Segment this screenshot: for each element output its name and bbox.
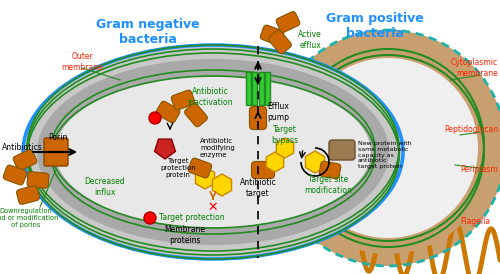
Ellipse shape [55,77,371,227]
FancyBboxPatch shape [4,165,26,185]
Text: Active
efflux: Active efflux [298,30,322,50]
Bar [264,72,270,105]
Text: Target site
modification: Target site modification [304,175,352,195]
Text: Outer
membrane: Outer membrane [61,52,103,72]
FancyBboxPatch shape [27,172,49,188]
FancyBboxPatch shape [188,158,212,178]
Text: Antibiotics: Antibiotics [2,142,42,152]
Text: Peptidoglycan: Peptidoglycan [444,125,498,135]
Polygon shape [196,167,214,189]
FancyBboxPatch shape [268,30,291,54]
Bar [252,72,256,105]
Circle shape [149,112,161,124]
Text: Porin: Porin [48,133,68,142]
Ellipse shape [282,42,494,254]
Text: Decreased
influx: Decreased influx [84,177,126,197]
Ellipse shape [298,58,478,238]
Ellipse shape [23,45,403,259]
Text: Downregulation
and or modification
of porins: Downregulation and or modification of po… [0,208,58,228]
FancyBboxPatch shape [172,90,194,110]
Text: Periplasm: Periplasm [460,165,498,175]
Text: New protein with
same metabolic
capacity as
antibiotic
target protein: New protein with same metabolic capacity… [358,141,412,169]
FancyBboxPatch shape [252,161,274,179]
Circle shape [144,212,156,224]
Polygon shape [154,139,176,159]
Text: Antibiotic
modifying
enzyme: Antibiotic modifying enzyme [200,138,235,158]
Text: Antibiotic
inactivation: Antibiotic inactivation [187,87,233,107]
FancyBboxPatch shape [250,107,266,130]
Polygon shape [212,174,232,196]
Text: Gram negative
bacteria: Gram negative bacteria [96,18,200,46]
Text: Efflux
pump: Efflux pump [267,102,289,122]
Text: Cytoplasmic
membrane: Cytoplasmic membrane [451,58,498,78]
Text: Membrane
proteins: Membrane proteins [164,225,205,245]
FancyBboxPatch shape [320,161,340,179]
Ellipse shape [270,30,500,266]
FancyBboxPatch shape [44,138,68,166]
FancyBboxPatch shape [260,25,283,45]
Bar [258,72,264,105]
FancyBboxPatch shape [156,101,180,123]
Text: Target protection: Target protection [159,213,225,222]
Bar [246,72,250,105]
Text: Flagella: Flagella [460,218,490,227]
Text: Target
bypass: Target bypass [272,125,298,145]
FancyBboxPatch shape [13,150,37,170]
FancyBboxPatch shape [276,12,300,32]
Text: Antibiotic
target: Antibiotic target [240,178,277,198]
Text: Target
protection
protein: Target protection protein [160,158,196,178]
Polygon shape [306,151,324,173]
FancyBboxPatch shape [184,103,208,127]
Text: Gram positive
bacteria: Gram positive bacteria [326,12,424,40]
Ellipse shape [37,59,389,245]
Polygon shape [266,152,283,172]
FancyBboxPatch shape [329,140,355,160]
FancyBboxPatch shape [16,186,40,204]
Polygon shape [276,138,293,158]
Text: ✕: ✕ [208,201,218,213]
